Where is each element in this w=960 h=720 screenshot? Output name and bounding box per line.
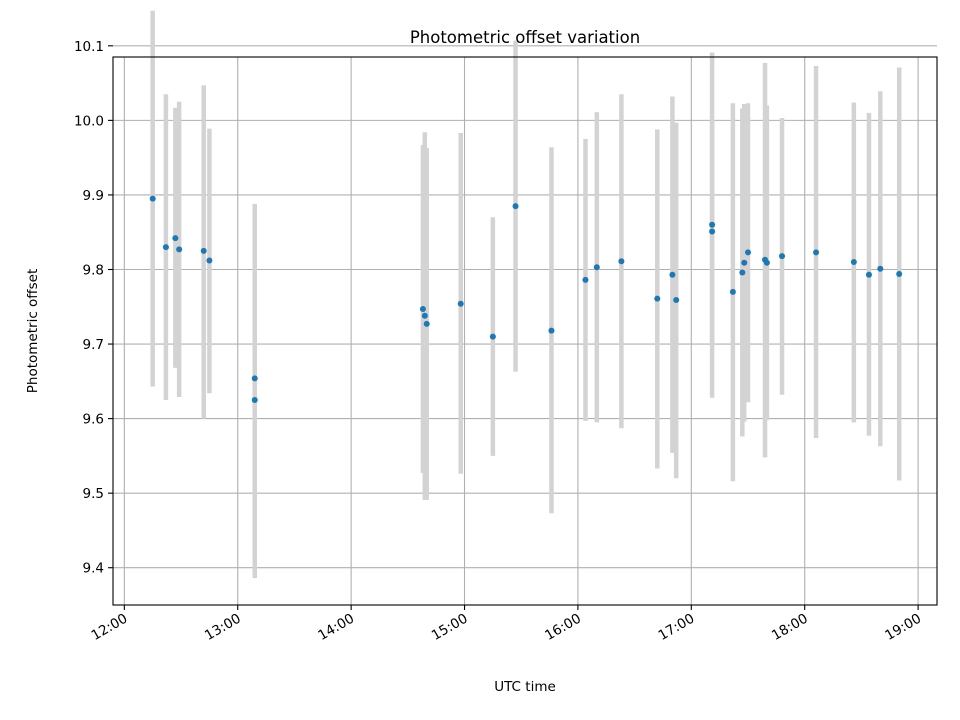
chart-title: Photometric offset variation [410,28,640,47]
y-tick-label: 9.8 [83,262,104,278]
data-point [421,312,428,319]
data-point [763,259,770,266]
y-tick-label: 10.0 [74,113,104,129]
y-tick-label: 9.7 [83,337,104,353]
data-point [709,221,716,228]
axes-frame [112,56,938,606]
data-point [206,257,213,264]
data-point [877,265,884,272]
y-axis-label: Photometric offset [25,269,41,393]
data-point [149,195,156,202]
y-tick-label: 9.6 [83,412,104,428]
data-point [172,235,179,242]
data-point [548,327,555,334]
grid [113,45,937,605]
data-point [593,264,600,271]
data-point [741,259,748,266]
data-point [654,295,661,302]
x-axis-label: UTC time [494,679,556,695]
data-point [457,300,464,307]
data-points [149,195,903,403]
data-point [709,228,716,235]
data-point [512,203,519,210]
data-point [745,249,752,256]
y-tick-label: 9.5 [83,486,104,502]
plot-area [113,57,937,605]
data-point [618,258,625,265]
data-point [779,253,786,260]
data-point [162,244,169,251]
data-point [673,297,680,304]
y-axis-ticks: 9.4 9.5 9.6 9.7 9.8 9.9 10.0 10.1 [74,39,113,577]
data-point [865,271,872,278]
data-point [896,270,903,277]
data-point [669,271,676,278]
y-tick-label: 10.1 [74,39,104,55]
data-point [489,333,496,340]
data-point [729,288,736,295]
data-point [850,259,857,266]
data-point [176,246,183,253]
data-point [419,306,426,313]
data-point [582,276,589,283]
data-point [739,269,746,276]
data-point [423,320,430,327]
data-point [251,375,258,382]
data-point [200,247,207,254]
data-point [813,249,820,256]
y-tick-label: 9.4 [83,561,104,577]
data-point [251,396,258,403]
y-tick-label: 9.9 [83,188,104,204]
